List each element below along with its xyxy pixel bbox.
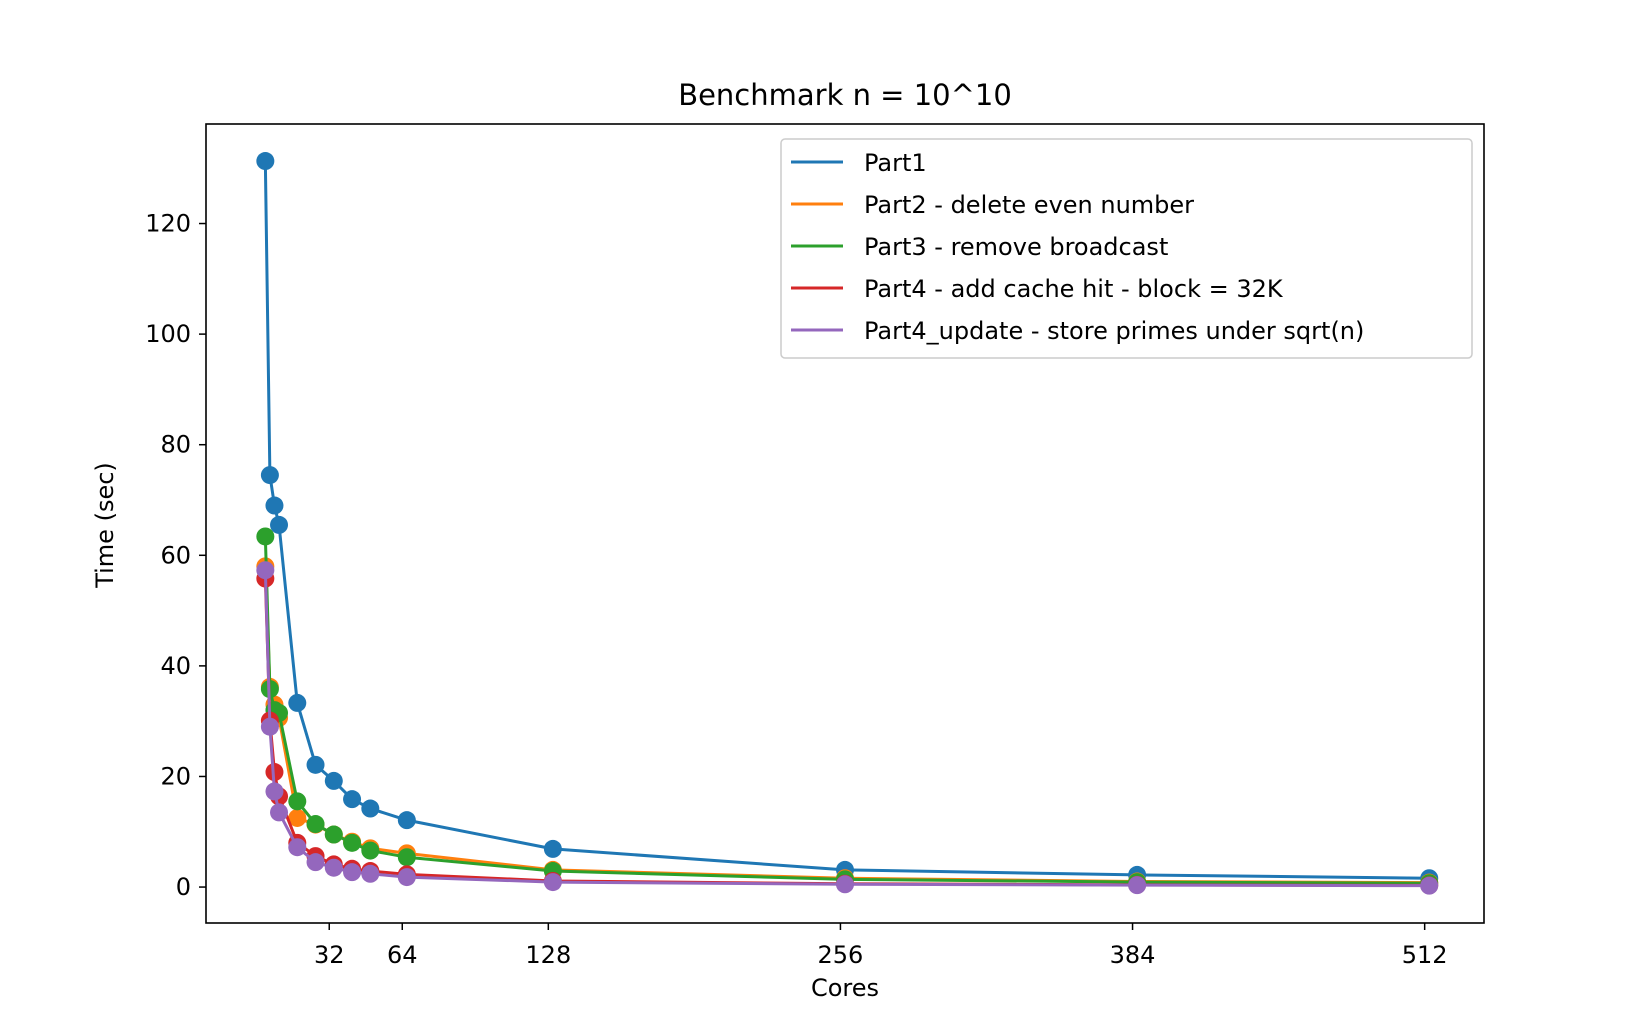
plot-area bbox=[205, 123, 1485, 924]
x-tick-label: 64 bbox=[387, 941, 418, 969]
x-tick-label: 256 bbox=[818, 941, 864, 969]
data-point bbox=[306, 755, 325, 774]
data-point bbox=[288, 838, 307, 857]
axes-frame bbox=[205, 123, 1485, 924]
data-point bbox=[343, 790, 362, 809]
x-axis: 32 64 128 256 384 512 bbox=[314, 923, 1448, 969]
legend: Part1 Part2 - delete even number Part3 - r… bbox=[780, 138, 1473, 359]
data-point bbox=[306, 853, 325, 872]
data-point bbox=[265, 782, 284, 801]
data-point bbox=[256, 152, 275, 171]
data-point bbox=[324, 771, 343, 790]
data-point bbox=[397, 811, 416, 830]
y-tick-label: 80 bbox=[160, 431, 191, 459]
y-axis-label: Time (sec) bbox=[91, 462, 119, 589]
legend-item: Part3 - remove broadcast bbox=[791, 233, 1168, 261]
data-point bbox=[256, 527, 275, 546]
series-1 bbox=[256, 152, 1439, 888]
data-point bbox=[343, 833, 362, 852]
y-tick-label: 20 bbox=[160, 762, 191, 790]
data-point bbox=[343, 863, 362, 882]
legend-label: Part4_update - store primes under sqrt(n… bbox=[864, 317, 1364, 345]
data-point bbox=[270, 515, 289, 534]
data-point bbox=[836, 875, 854, 894]
data-point bbox=[361, 799, 380, 818]
legend-item: Part1 bbox=[791, 149, 927, 177]
data-point bbox=[324, 825, 343, 844]
data-point bbox=[1420, 876, 1439, 895]
legend-label: Part3 - remove broadcast bbox=[864, 233, 1168, 261]
x-tick-label: 128 bbox=[525, 941, 571, 969]
legend-item: Part4 - add cache hit - block = 32K bbox=[791, 275, 1284, 303]
y-tick-label: 40 bbox=[160, 652, 191, 680]
data-point bbox=[1128, 876, 1147, 895]
data-point bbox=[543, 873, 562, 892]
y-tick-label: 0 bbox=[176, 873, 191, 901]
y-tick-label: 120 bbox=[145, 210, 191, 238]
legend-box bbox=[780, 138, 1473, 359]
x-tick-label: 32 bbox=[314, 941, 345, 969]
data-point bbox=[270, 803, 289, 822]
x-axis-label: Cores bbox=[811, 974, 879, 1002]
data-point bbox=[265, 496, 284, 515]
data-point bbox=[260, 717, 279, 736]
data-point bbox=[361, 864, 380, 883]
data-point bbox=[288, 808, 307, 827]
legend-item: Part4_update - store primes under sqrt(n… bbox=[791, 317, 1364, 345]
data-point bbox=[324, 858, 343, 877]
y-tick-label: 60 bbox=[160, 541, 191, 569]
data-point bbox=[397, 848, 416, 867]
data-point bbox=[361, 841, 380, 860]
series-5 bbox=[256, 561, 1439, 895]
data-point bbox=[288, 792, 307, 811]
y-tick-label: 100 bbox=[145, 320, 191, 348]
x-tick-label: 384 bbox=[1110, 941, 1156, 969]
data-point bbox=[288, 693, 307, 712]
data-point bbox=[543, 839, 562, 858]
data-point bbox=[256, 561, 275, 580]
data-point bbox=[397, 868, 416, 887]
series-layer bbox=[256, 152, 1439, 895]
x-tick-label: 512 bbox=[1402, 941, 1448, 969]
chart-title: Benchmark n = 10^10 bbox=[678, 78, 1012, 112]
legend-item: Part2 - delete even number bbox=[791, 191, 1194, 219]
data-point bbox=[306, 815, 325, 834]
y-axis: 0 20 40 60 80 100 120 bbox=[145, 210, 206, 901]
legend-label: Part1 bbox=[864, 149, 927, 177]
legend-label: Part2 - delete even number bbox=[864, 191, 1194, 219]
legend-label: Part4 - add cache hit - block = 32K bbox=[864, 275, 1284, 303]
data-point bbox=[260, 466, 279, 485]
